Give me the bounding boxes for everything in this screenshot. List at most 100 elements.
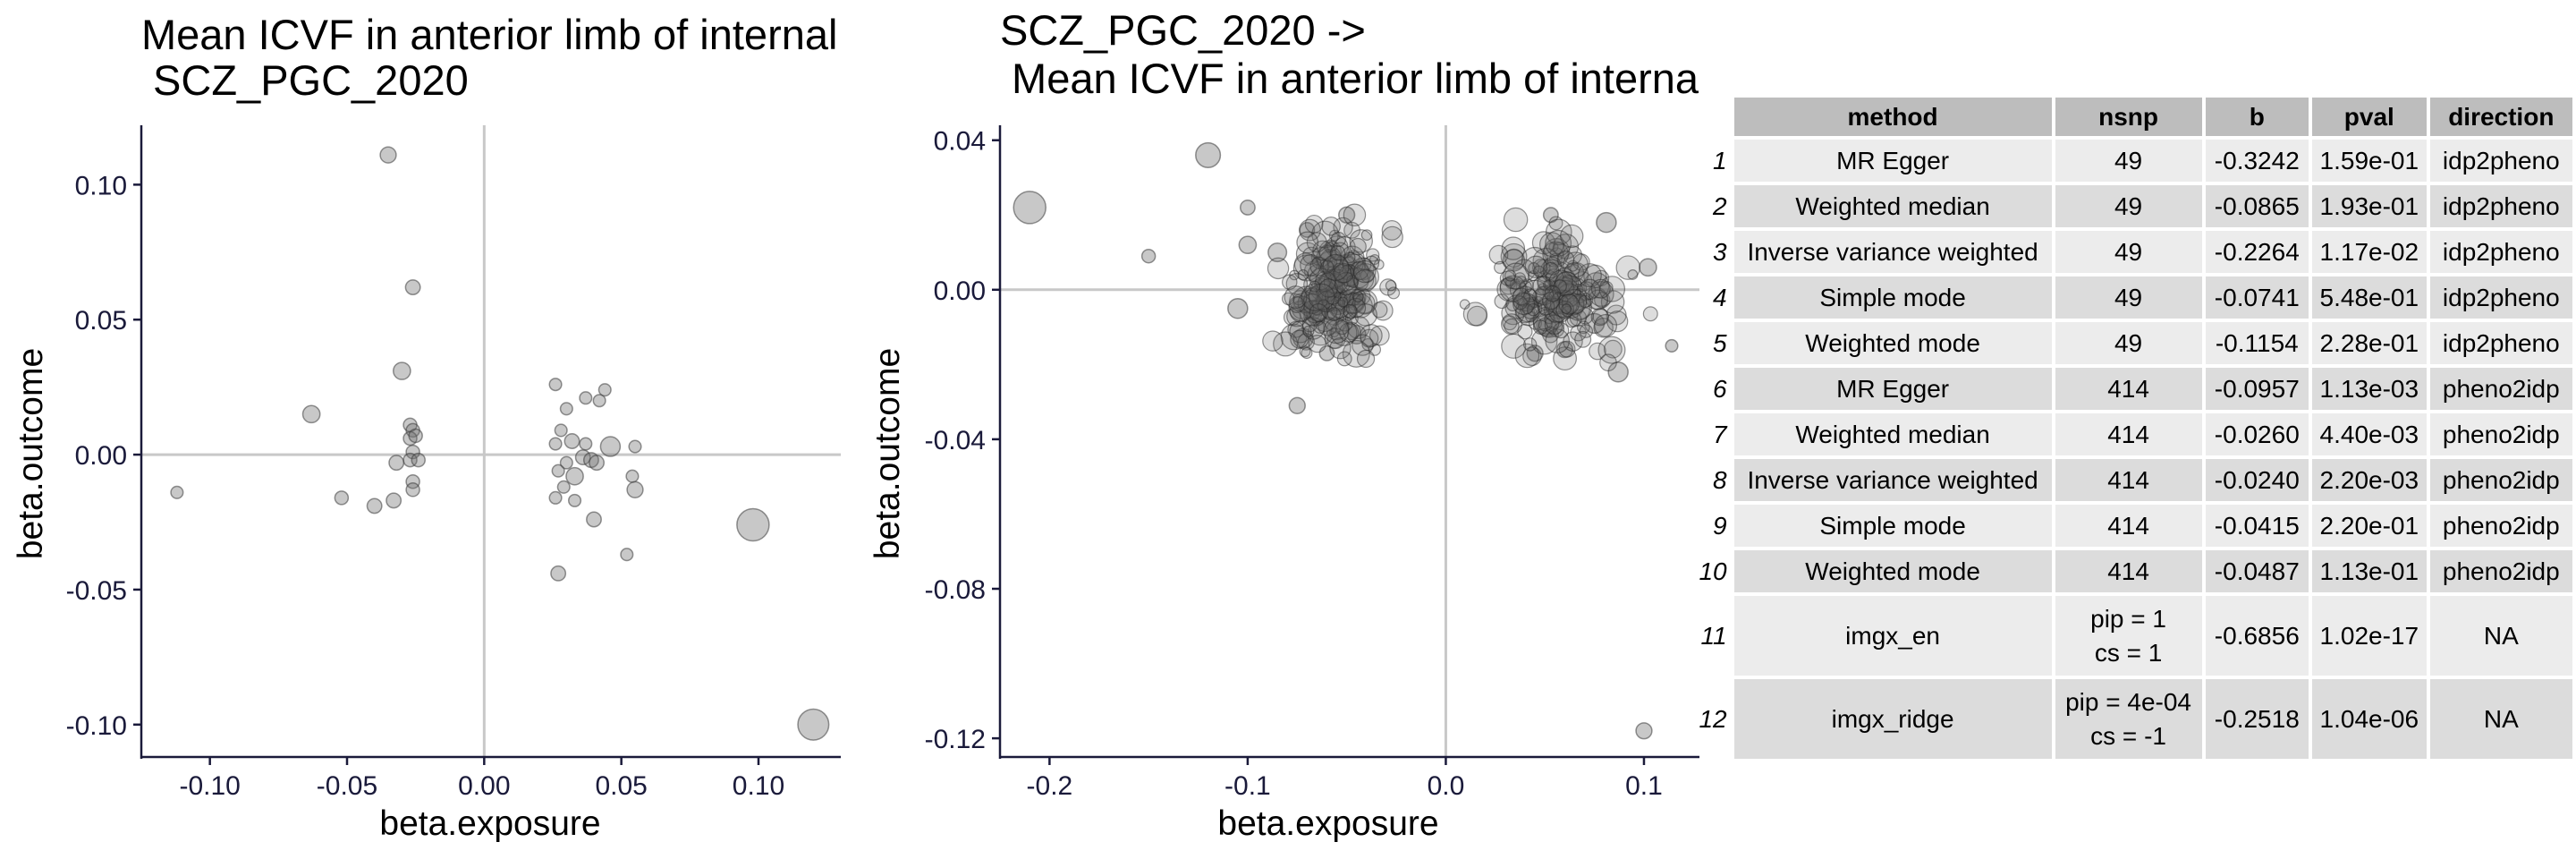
table-cell-direction: idp2pheno bbox=[2429, 276, 2572, 319]
scatter-point bbox=[554, 423, 568, 438]
scatter-point bbox=[1642, 306, 1658, 322]
x-tick-label: 0.05 bbox=[595, 771, 647, 801]
scatter-point bbox=[1273, 331, 1299, 357]
table-row: 11 imgx_en pip = 1 cs = 1 -0.6856 1.02e-17 NA bbox=[1692, 596, 2572, 676]
table-cell-nsnp: 414 bbox=[2055, 368, 2202, 410]
scatter-point bbox=[1321, 217, 1341, 236]
scatter-point bbox=[1593, 317, 1614, 338]
table-cell-b: -0.3242 bbox=[2205, 140, 2309, 182]
scatter-point bbox=[1330, 231, 1346, 248]
table-cell-pval: 2.28e-01 bbox=[2312, 322, 2427, 364]
scatter-point bbox=[1596, 211, 1617, 234]
table-cell-b: -0.0957 bbox=[2205, 368, 2309, 410]
scatter-point bbox=[1297, 268, 1309, 281]
plot-middle-title-line1: SCZ_PGC_2020 -> bbox=[1000, 6, 1366, 54]
scatter-point bbox=[405, 474, 420, 489]
scatter-point bbox=[1323, 318, 1350, 344]
scatter-point bbox=[408, 428, 423, 444]
table-cell-pval: 1.13e-03 bbox=[2312, 368, 2427, 410]
scatter-point bbox=[1282, 274, 1298, 290]
table-row-id: 2 bbox=[1713, 191, 1727, 220]
scatter-point bbox=[1238, 235, 1258, 255]
table-cell-pval: 1.13e-01 bbox=[2312, 550, 2427, 592]
scatter-point bbox=[1500, 242, 1528, 270]
table-row: 8 Inverse variance weighted 414 -0.0240 2.20… bbox=[1692, 459, 2572, 501]
x-tick-label: -0.10 bbox=[179, 771, 240, 801]
scatter-point bbox=[586, 511, 602, 528]
scatter-point bbox=[1665, 338, 1679, 353]
scatter-point bbox=[1504, 318, 1520, 335]
scatter-point bbox=[1326, 307, 1342, 321]
y-tick-label: 0.00 bbox=[934, 276, 986, 306]
scatter-point bbox=[1329, 245, 1346, 261]
table-cell-nsnp-pip: pip = 4e-04 bbox=[2065, 687, 2191, 716]
table-cell-pval: 1.93e-01 bbox=[2312, 185, 2427, 227]
table-cell-b: -0.2518 bbox=[2205, 679, 2309, 759]
table-cell-b: -0.0741 bbox=[2205, 276, 2309, 319]
scatter-point bbox=[1140, 248, 1157, 264]
table-cell-direction: pheno2idp bbox=[2429, 413, 2572, 455]
scatter-point bbox=[1288, 396, 1306, 414]
scatter-point bbox=[170, 485, 184, 499]
scatter-point bbox=[564, 433, 580, 449]
table-cell-nsnp: 414 bbox=[2055, 459, 2202, 501]
table-cell-b: -0.1154 bbox=[2205, 322, 2309, 364]
table-cell-pval: 4.40e-03 bbox=[2312, 413, 2427, 455]
table-row-id: 7 bbox=[1713, 420, 1727, 448]
table-cell-nsnp: pip = 4e-04 cs = -1 bbox=[2055, 679, 2202, 759]
scatter-point bbox=[1615, 255, 1641, 280]
table-cell-method: Inverse variance weighted bbox=[1733, 231, 2052, 273]
table-row-id: 6 bbox=[1713, 374, 1727, 403]
table-row-id: 9 bbox=[1713, 511, 1727, 540]
scatter-point bbox=[1462, 302, 1487, 327]
scatter-point bbox=[1330, 319, 1358, 346]
scatter-point bbox=[379, 146, 397, 164]
scatter-point bbox=[1385, 279, 1397, 292]
scatter-point bbox=[550, 565, 567, 582]
scatter-point bbox=[1343, 251, 1356, 264]
table-cell-pval: 1.04e-06 bbox=[2312, 679, 2427, 759]
scatter-point bbox=[567, 493, 582, 507]
plot-left-x-axis-label: beta.exposure bbox=[379, 804, 600, 843]
scatter-point bbox=[1574, 330, 1592, 348]
scatter-point bbox=[1556, 251, 1575, 268]
table-cell-direction: pheno2idp bbox=[2429, 505, 2572, 547]
plot-left-title-line1: Mean ICVF in anterior limb of internal bbox=[141, 11, 837, 58]
table-cell-direction: NA bbox=[2429, 679, 2572, 759]
y-tick-label: -0.08 bbox=[925, 575, 986, 605]
table-cell-method: Weighted mode bbox=[1733, 550, 2052, 592]
scatter-point bbox=[1599, 353, 1617, 372]
scatter-point bbox=[1352, 291, 1364, 302]
table-row-id: 10 bbox=[1699, 557, 1727, 585]
table-cell-pval: 2.20e-03 bbox=[2312, 459, 2427, 501]
table-cell-pval: 1.59e-01 bbox=[2312, 140, 2427, 182]
table-cell-b: -0.0415 bbox=[2205, 505, 2309, 547]
scatter-point bbox=[1353, 268, 1377, 293]
scatter-plot-middle: SCZ_PGC_2020 -> Mean ICVF in anterior li… bbox=[869, 6, 1699, 843]
scatter-point bbox=[1501, 333, 1527, 359]
scatter-point bbox=[1290, 329, 1309, 349]
table-cell-nsnp: pip = 1 cs = 1 bbox=[2055, 596, 2202, 676]
scatter-point bbox=[1545, 218, 1572, 246]
scatter-point bbox=[1013, 191, 1046, 225]
scatter-point bbox=[1356, 349, 1376, 369]
table-row: 2 Weighted median 49 -0.0865 1.93e-01 idp2phe… bbox=[1692, 185, 2572, 227]
table-cell-method: Weighted median bbox=[1733, 185, 2052, 227]
scatter-point bbox=[1523, 337, 1538, 352]
table-cell-b: -0.6856 bbox=[2205, 596, 2309, 676]
table-row-id: 5 bbox=[1713, 328, 1727, 357]
scatter-point bbox=[1560, 224, 1584, 249]
y-tick-label: -0.10 bbox=[66, 711, 127, 741]
table-cell-method: Inverse variance weighted bbox=[1733, 459, 2052, 501]
scatter-point bbox=[1562, 251, 1589, 278]
scatter-point bbox=[559, 402, 573, 416]
table-header-method: method bbox=[1733, 98, 2052, 136]
scatter-point bbox=[1343, 203, 1367, 227]
y-tick-label: 0.10 bbox=[75, 171, 127, 200]
table-row-id: 8 bbox=[1713, 465, 1727, 494]
scatter-point bbox=[1513, 293, 1536, 316]
table-cell-direction: idp2pheno bbox=[2429, 231, 2572, 273]
table-row: 7 Weighted median 414 -0.0260 4.40e-03 pheno2… bbox=[1692, 413, 2572, 455]
table-cell-pval: 5.48e-01 bbox=[2312, 276, 2427, 319]
table-cell-b: -0.0865 bbox=[2205, 185, 2309, 227]
